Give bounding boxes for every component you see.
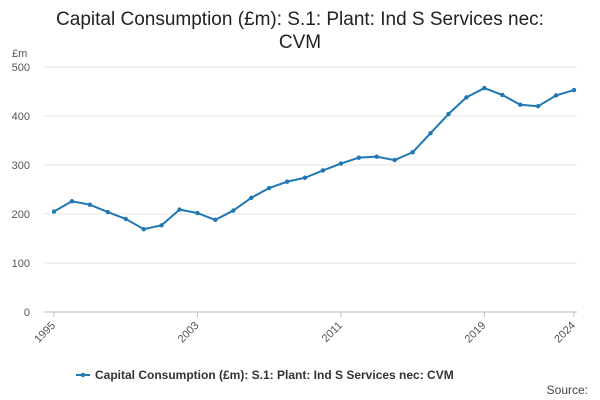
- data-point: [51, 209, 57, 214]
- data-point: [374, 154, 379, 159]
- data-point: [464, 95, 469, 100]
- y-tick-label: 0: [24, 307, 30, 319]
- data-point: [482, 85, 487, 91]
- data-point: [571, 87, 577, 93]
- data-point: [69, 199, 75, 204]
- chart-title-line-2: CVM: [279, 32, 321, 53]
- y-axis-unit-label: £m: [12, 48, 27, 60]
- data-point: [302, 175, 308, 180]
- data-point: [356, 155, 362, 160]
- data-point: [518, 102, 523, 107]
- y-tick-label: 300: [12, 160, 30, 172]
- y-tick-label: 500: [12, 62, 30, 74]
- series-layer: [51, 85, 577, 232]
- data-point: [320, 168, 326, 173]
- x-tick-label: 2024: [552, 320, 578, 346]
- x-tick-label: 1995: [32, 320, 58, 346]
- legend-label: Capital Consumption (£m): S.1: Plant: In…: [95, 368, 454, 382]
- data-point: [105, 209, 110, 215]
- series-line: [53, 87, 575, 231]
- data-point: [284, 179, 290, 184]
- x-tick-label: 2011: [320, 320, 345, 345]
- data-point: [392, 157, 397, 163]
- y-tick-label: 400: [12, 111, 30, 123]
- data-point: [213, 217, 218, 223]
- data-point: [87, 202, 93, 207]
- data-point: [428, 130, 433, 136]
- source-label: Source:: [547, 383, 588, 397]
- data-point: [500, 92, 505, 98]
- data-point: [231, 208, 236, 213]
- y-tick-label: 100: [12, 258, 30, 270]
- data-point: [141, 226, 146, 232]
- data-point: [123, 216, 128, 222]
- gridlines: [44, 66, 577, 313]
- legend-swatch-marker: [80, 372, 86, 378]
- data-point: [195, 210, 200, 216]
- data-point: [249, 195, 254, 201]
- axes: 0 100 200 300 400 500 1995 2003 2011 2019 2024: [12, 62, 578, 345]
- x-tick-label: 2019: [463, 320, 489, 346]
- data-point: [177, 207, 182, 212]
- x-tick-label: 2003: [176, 320, 202, 346]
- data-point: [553, 93, 559, 98]
- data-point: [535, 104, 541, 109]
- legend: Capital Consumption (£m): S.1: Plant: In…: [76, 368, 454, 382]
- data-point: [446, 111, 451, 117]
- data-point: [266, 185, 272, 191]
- data-point: [338, 161, 344, 166]
- chart-title-line-1: Capital Consumption (£m): S.1: Plant: In…: [56, 9, 544, 30]
- y-tick-label: 200: [12, 209, 30, 221]
- data-point: [410, 150, 415, 155]
- data-point: [159, 223, 164, 228]
